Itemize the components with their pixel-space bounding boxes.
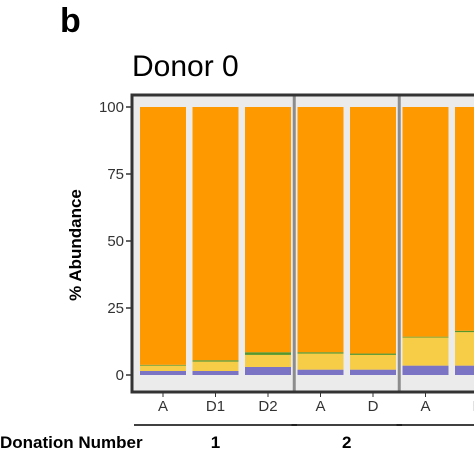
bar-segment-6-3	[402, 336, 449, 338]
plot-border	[130, 93, 474, 394]
bar-segment-2-1	[192, 370, 239, 375]
bar-segment-1-3	[140, 364, 186, 366]
group-label: 2	[342, 433, 352, 452]
bar-segment-7-1	[455, 365, 474, 375]
bar-segment-4-1	[297, 369, 344, 375]
x-tick-label: A	[420, 398, 430, 415]
chart-title: Donor 0	[132, 50, 239, 83]
bar-segment-3-4	[245, 107, 291, 353]
y-tick-label: 75	[107, 166, 124, 183]
bar-segment-7-2	[455, 332, 474, 366]
y-tick-label: 50	[107, 233, 124, 250]
x-tick-label: D	[473, 398, 474, 415]
x-tick-label: D1	[206, 398, 225, 415]
group-label: 1	[210, 433, 221, 452]
bar-segment-6-4	[402, 107, 449, 337]
bar-segment-3-1	[245, 366, 291, 375]
bar-segment-5-3	[350, 353, 396, 355]
bar-segment-3-3	[245, 352, 291, 355]
x-tick-label: D2	[258, 398, 277, 415]
bar-segment-7-4	[455, 107, 474, 331]
bar-segment-5-1	[350, 369, 396, 375]
x-tick-label: A	[315, 398, 325, 415]
y-tick-label: 100	[99, 99, 124, 116]
bar-segment-4-2	[297, 353, 344, 370]
x-tick-label: D	[368, 398, 379, 415]
bar-segment-1-1	[140, 370, 186, 375]
x-tick-label: A	[158, 398, 168, 415]
bar-segment-6-1	[402, 365, 449, 375]
panel-letter: b	[60, 2, 81, 40]
bar-segment-4-4	[297, 107, 344, 353]
bar-segment-3-2	[245, 354, 291, 367]
bar-segment-2-4	[192, 107, 239, 361]
bar-segment-4-3	[297, 352, 344, 354]
y-tick-label: 0	[116, 367, 124, 384]
group-axis-caption: Donation Number	[0, 433, 143, 452]
bar-segment-5-2	[350, 354, 396, 370]
bar-segment-2-3	[192, 360, 239, 362]
bar-segment-1-4	[140, 107, 186, 365]
bar-segment-1-2	[140, 365, 186, 371]
y-tick-label: 25	[107, 300, 124, 317]
bar-segment-7-3	[455, 330, 474, 333]
bar-segment-5-4	[350, 107, 396, 354]
bar-segment-6-2	[402, 337, 449, 366]
bar-segment-2-2	[192, 361, 239, 371]
